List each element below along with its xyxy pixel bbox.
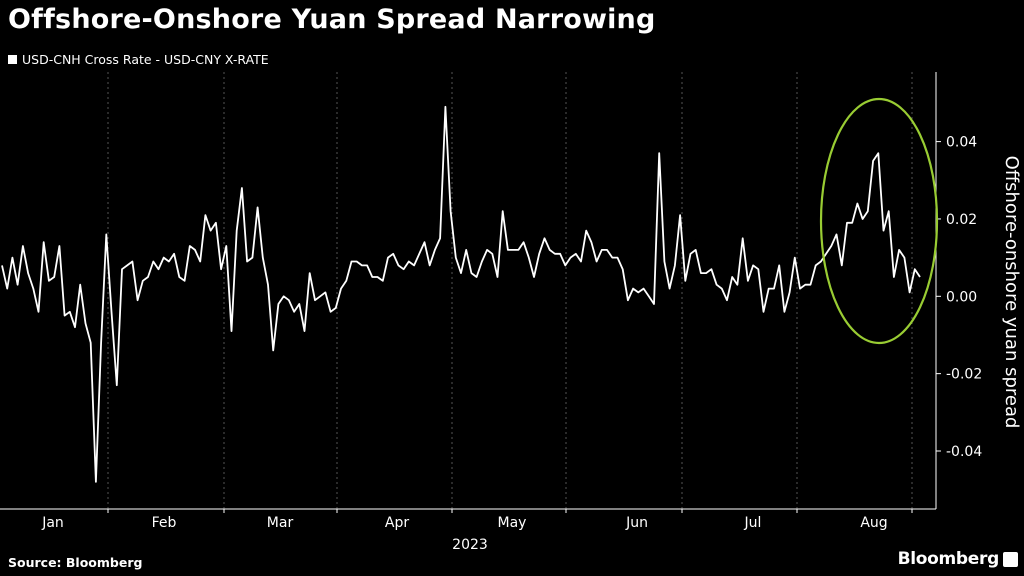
- x-tick-label-aug: Aug: [860, 515, 887, 531]
- x-tick-label-jan: Jan: [41, 515, 64, 531]
- legend-label: USD-CNH Cross Rate - USD-CNY X-RATE: [22, 52, 269, 67]
- brand-logo: Bloomberg: [898, 549, 1018, 569]
- x-tick-label-feb: Feb: [152, 515, 177, 531]
- x-tick-label-mar: Mar: [267, 515, 294, 531]
- x-tick-label-jun: Jun: [625, 515, 648, 531]
- brand-mark-icon: [1003, 551, 1018, 567]
- source-note: Source: Bloomberg: [8, 555, 143, 570]
- x-year-label: 2023: [452, 537, 488, 553]
- chart-title: Offshore-Onshore Yuan Spread Narrowing: [8, 4, 656, 35]
- y-tick-label-2: 0.00: [946, 289, 977, 305]
- legend-swatch: [8, 55, 17, 64]
- y-tick-label-0: 0.04: [946, 135, 977, 151]
- x-tick-label-jul: Jul: [744, 515, 762, 531]
- series-line: [1, 105, 921, 483]
- x-tick-label-may: May: [498, 515, 527, 531]
- highlight-ellipse: [819, 97, 939, 345]
- y-tick-label-3: -0.02: [946, 367, 982, 383]
- y-tick-label-1: 0.02: [946, 212, 977, 228]
- legend: USD-CNH Cross Rate - USD-CNY X-RATE: [8, 52, 269, 67]
- y-tick-label-4: -0.04: [946, 444, 982, 460]
- x-tick-label-apr: Apr: [385, 515, 409, 531]
- y-axis-title: Offshore-onshore yuan spread: [1001, 156, 1022, 429]
- brand-name: Bloomberg: [897, 549, 1000, 569]
